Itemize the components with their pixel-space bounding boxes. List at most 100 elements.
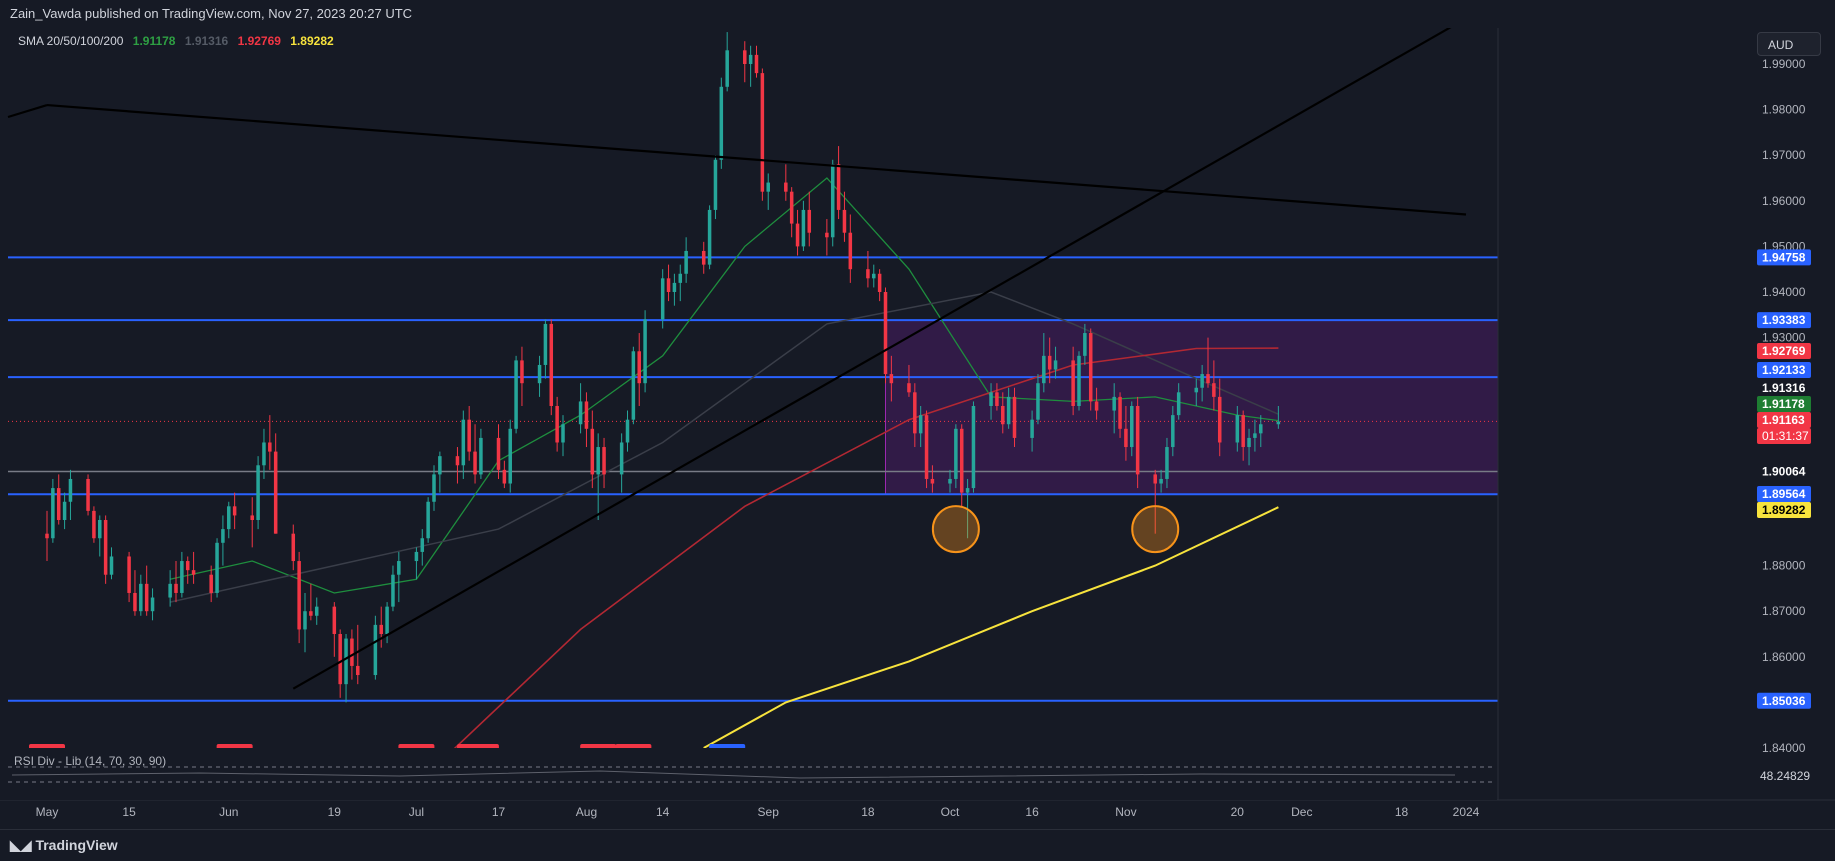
candle-body (314, 606, 319, 616)
candle-body (1171, 415, 1175, 448)
candle-body (1036, 383, 1040, 420)
candle-body (373, 624, 378, 676)
candle-body (520, 360, 524, 384)
candle-body (45, 533, 49, 539)
highlight-circle (1131, 505, 1180, 554)
candle-body (1124, 428, 1128, 448)
candle-body (303, 611, 307, 630)
candle-body (590, 428, 595, 475)
candle-body (227, 506, 231, 530)
candle-body (185, 561, 190, 571)
sma-legend[interactable]: SMA 20/50/100/200 1.91178 1.91316 1.9276… (18, 34, 340, 48)
logo-text: TradingView (35, 837, 118, 853)
candle-body (379, 624, 383, 634)
candle-body (473, 451, 477, 475)
time-tick: 15 (122, 805, 136, 819)
candle-body (56, 488, 61, 520)
candle-body (1042, 355, 1046, 384)
candle-body (356, 665, 360, 676)
price-tick: 1.88000 (1762, 559, 1806, 573)
sma20-line (169, 177, 1279, 594)
candle-body (92, 510, 96, 539)
sma200-value: 1.89282 (290, 34, 334, 48)
time-tick: Aug (576, 805, 597, 819)
price-badge (1757, 380, 1811, 396)
price-badge (1757, 343, 1811, 359)
candle-body (596, 447, 600, 475)
candle-body (438, 456, 442, 475)
candle-body (830, 164, 835, 238)
logo-icon: ◣◢ (10, 837, 36, 853)
candle-body (1012, 396, 1017, 438)
candle-body (743, 50, 747, 64)
candle-body (543, 323, 548, 365)
candle-body (51, 488, 55, 539)
candle-body (1083, 333, 1087, 356)
sma200-line (703, 506, 1279, 749)
rsi-label: RSI Div - Lib (14, 70, 30, 90) (14, 754, 167, 768)
price-badge (1757, 692, 1811, 709)
candle-body (795, 223, 800, 247)
candle-body (479, 437, 483, 475)
candle-body (150, 597, 155, 612)
candle-body (1253, 433, 1257, 438)
price-badge-label: 1.92769 (1762, 344, 1806, 358)
candle-body (1235, 415, 1240, 443)
time-tick: 2024 (1453, 805, 1480, 819)
candle-body (1077, 355, 1081, 406)
time-tick: Dec (1291, 805, 1312, 819)
time-axis (0, 800, 1835, 829)
candle-body (338, 634, 342, 685)
sma100-line (415, 347, 1279, 786)
trendline (292, 17, 1467, 690)
price-tick: 1.84000 (1762, 741, 1806, 755)
candle-body (672, 282, 677, 292)
candle-body (784, 182, 788, 192)
candle-body (1259, 424, 1263, 434)
candle-body (1130, 406, 1134, 448)
candle-body (62, 501, 67, 520)
countdown-badge (1757, 428, 1811, 444)
candle-body (221, 529, 225, 543)
candle-body (262, 442, 266, 466)
candle-body (180, 561, 184, 593)
candle-body (1165, 447, 1169, 479)
candle-body (1176, 392, 1181, 416)
candle-body (1247, 437, 1251, 448)
candle-body (1212, 383, 1216, 397)
candle-body (232, 506, 237, 516)
candle-body (948, 478, 952, 484)
candle-body (836, 164, 841, 210)
candle-body (455, 456, 460, 466)
candle-body (883, 292, 888, 375)
price-badge (1757, 502, 1811, 518)
candle-body (848, 232, 853, 270)
candle-body (930, 478, 935, 484)
candle-body (637, 351, 641, 384)
price-badge-label: 1.91316 (1762, 381, 1806, 395)
candle-body (807, 209, 812, 233)
candle-body (1006, 396, 1011, 425)
rsi-line (11, 770, 1456, 779)
candle-body (801, 209, 806, 247)
candle-body (1053, 360, 1058, 370)
candle-body (250, 515, 254, 520)
time-tick: May (36, 805, 59, 819)
trendline (46, 103, 1467, 216)
candle-body (725, 50, 729, 87)
price-badge-label: 1.85036 (1762, 694, 1806, 708)
candle-body (789, 191, 794, 224)
price-badge-label: 1.89564 (1762, 487, 1806, 501)
price-badge (1757, 249, 1811, 266)
candle-body (1112, 396, 1116, 411)
candle-body (924, 415, 929, 479)
price-tick: 1.98000 (1762, 103, 1806, 117)
candle-body (502, 469, 507, 484)
currency-button[interactable]: AUD (1757, 32, 1821, 56)
candle-body (959, 428, 964, 493)
sma50-line (169, 291, 1279, 603)
candle-body (1088, 333, 1093, 402)
candle-body (1047, 355, 1052, 370)
tradingview-logo[interactable]: ◣◢ TradingView (10, 837, 118, 854)
